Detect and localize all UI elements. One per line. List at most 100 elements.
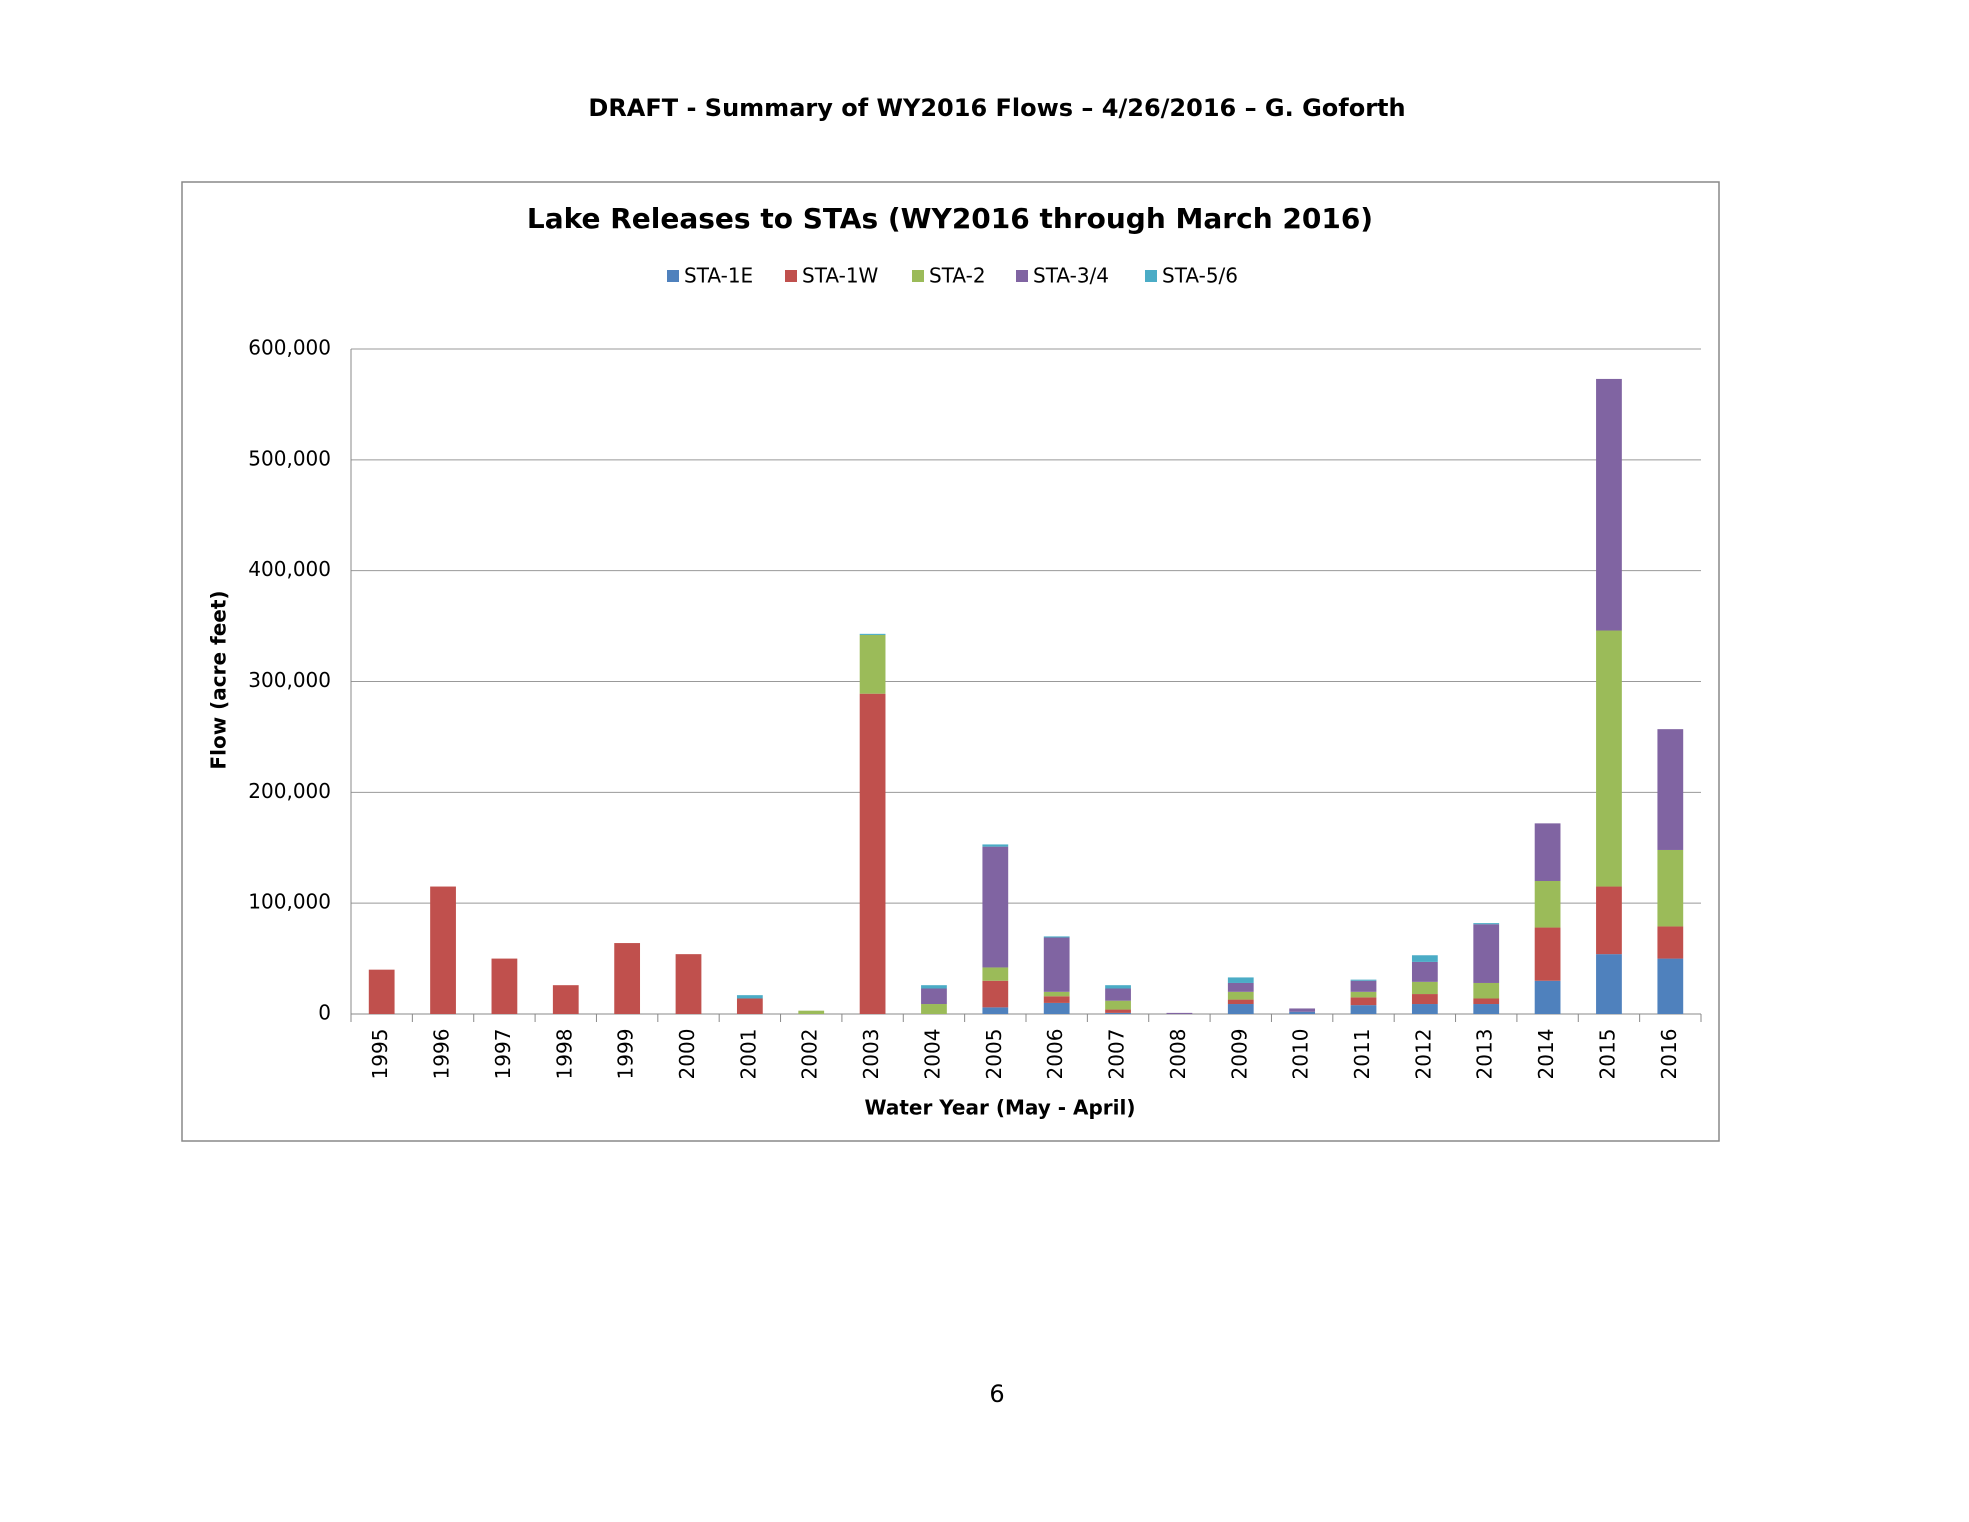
page-number: 6 [989,1380,1004,1408]
x-tick-label: 2001 [736,1029,760,1080]
bar-segment [1105,1000,1131,1010]
x-tick-label: 2008 [1166,1029,1190,1080]
bar-segment [1596,954,1622,1014]
bar-segment [1473,982,1500,999]
chart-title: Lake Releases to STAs (WY2016 through Ma… [527,202,1373,235]
x-axis-title: Water Year (May - April) [864,1096,1135,1120]
bar-segment [675,954,702,1014]
bar-segment [1105,1009,1131,1013]
bar-segment [1289,1008,1316,1012]
y-tick-label: 100,000 [248,890,331,914]
bar-segment [736,998,763,1014]
y-tick-label: 400,000 [248,557,331,581]
bar-segment [1534,823,1561,881]
legend-swatch [1145,270,1157,282]
legend-label: STA-3/4 [1033,264,1109,288]
x-tick-label: 2013 [1473,1029,1497,1080]
bar-segment [982,980,1009,1008]
bar-segment [1227,982,1254,992]
bar-segment [1043,1002,1070,1014]
legend-label: STA-1E [684,264,753,288]
y-tick-label: 0 [318,1001,331,1025]
bar-segment [921,1004,947,1014]
bar-segment [1657,926,1684,959]
x-tick-label: 1999 [614,1029,638,1080]
bar-segment [982,1007,1009,1014]
bar-segment [982,846,1009,968]
bar-segment [1411,1004,1438,1014]
x-tick-label: 2006 [1043,1029,1067,1080]
legend-swatch [912,270,924,282]
bar-segment [1411,994,1438,1005]
bar-segment [430,886,456,1014]
legend-label: STA-2 [929,264,986,288]
bar-segment [1473,998,1500,1005]
bar-segment [614,943,641,1014]
x-tick-label: 2009 [1227,1029,1251,1080]
bar-segment [1473,924,1500,983]
x-tick-label: 2003 [859,1029,883,1080]
bar-segment [1534,980,1561,1014]
bar-segment [1350,997,1377,1006]
legend-swatch [667,270,679,282]
bar-segment [1105,1012,1131,1014]
bar-segment [859,693,886,1014]
x-tick-label: 2002 [798,1029,822,1080]
bar-segment [1043,996,1070,1003]
bar-segment [859,633,886,635]
bar-segment [1350,980,1377,992]
bar-segment [1166,1012,1193,1014]
bar-segment [1596,886,1622,955]
bar-segment [1350,991,1377,998]
bar-segment [921,985,947,989]
x-tick-label: 2011 [1350,1029,1374,1080]
bar-segment [921,988,947,1005]
x-tick-label: 1995 [368,1029,392,1080]
page-title: DRAFT - Summary of WY2016 Flows – 4/26/2… [588,94,1405,122]
x-tick-label: 2000 [675,1029,699,1080]
bar-segment [859,634,886,694]
bar-segment [1473,923,1500,925]
bar-segment [1411,955,1438,962]
x-tick-label: 2005 [982,1029,1006,1080]
x-tick-label: 1997 [491,1029,515,1080]
chart-frame [181,181,1720,1142]
bar-segment [1227,977,1254,983]
bar-segment [1043,936,1070,938]
legend-label: STA-5/6 [1162,264,1238,288]
bar-segment [1596,378,1622,631]
bar-segment [1043,937,1070,992]
bar-segment [1411,981,1438,995]
bar-segment [798,1010,825,1014]
y-tick-label: 500,000 [248,446,331,470]
legend-swatch [1016,270,1028,282]
bar-segment [491,958,518,1014]
x-tick-label: 2007 [1105,1029,1129,1080]
bar-segment [368,969,395,1014]
bar-segment [1657,958,1684,1014]
x-tick-label: 2015 [1595,1029,1619,1080]
bar-segment [1657,729,1684,850]
bar-segment [1227,999,1254,1005]
x-tick-label: 1996 [430,1029,454,1080]
y-axis-title: Flow (acre feet) [207,590,231,769]
y-tick-label: 200,000 [248,779,331,803]
bar-segment [982,844,1009,847]
bar-segment [1105,988,1131,1001]
bar-segment [1411,961,1438,982]
bar-segment [1043,991,1070,997]
x-tick-label: 2014 [1534,1029,1558,1080]
bar-segment [1473,1004,1500,1014]
bar-segment [1289,1011,1316,1014]
x-tick-label: 2004 [920,1029,944,1080]
x-tick-label: 1998 [552,1029,576,1080]
bar-segment [1227,991,1254,1000]
legend-label: STA-1W [802,264,879,288]
y-tick-label: 600,000 [248,336,331,360]
x-tick-label: 2010 [1289,1029,1313,1080]
bar-segment [1534,927,1561,981]
x-tick-label: 2016 [1657,1029,1681,1080]
bar-segment [552,985,579,1014]
